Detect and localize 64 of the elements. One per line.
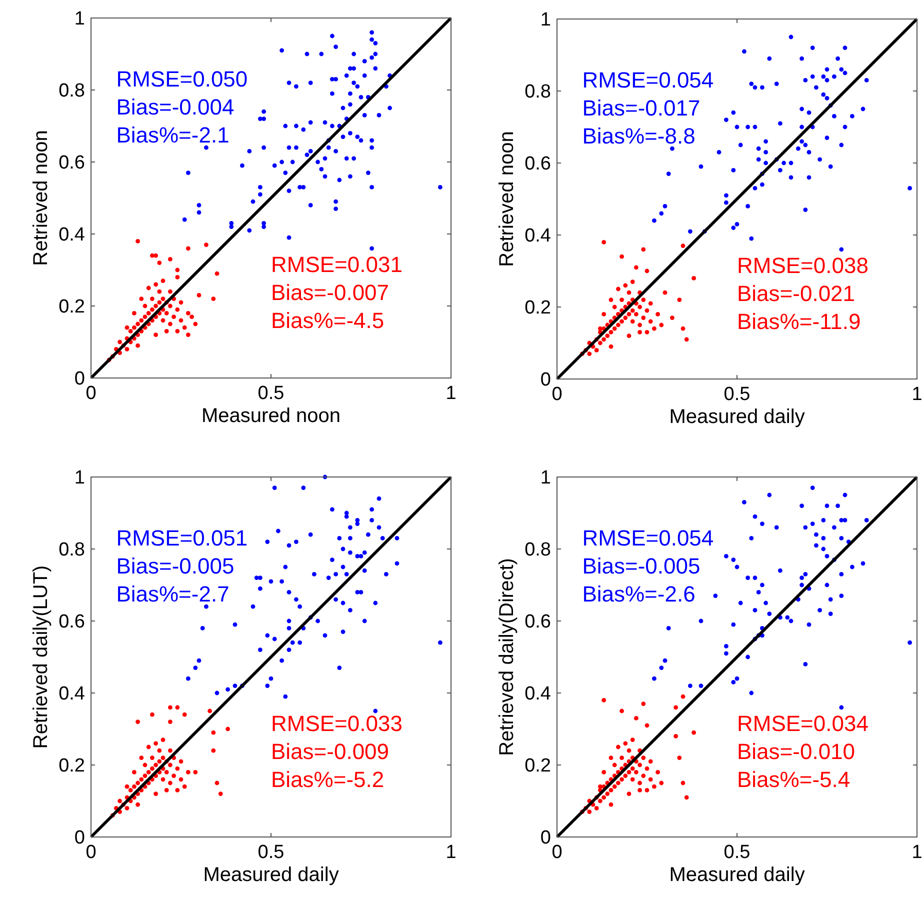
annotation: RMSE=0.054 (582, 67, 714, 92)
annotation: Bias=-0.021 (737, 280, 856, 306)
x-tick-label: 0.5 (724, 384, 750, 405)
y-tick-label: 1 (540, 468, 551, 489)
y-tick-label: 0.6 (524, 154, 551, 175)
annotation: Bias%=-5.4 (737, 766, 850, 792)
annotation: Bias=-0.010 (737, 738, 856, 764)
y-tick-label: 0.4 (524, 684, 552, 705)
y-tick-label: 0.4 (58, 224, 86, 246)
annotation: RMSE=0.031 (271, 252, 402, 277)
y-tick-label: 1 (74, 468, 85, 489)
annotation: RMSE=0.050 (116, 66, 248, 92)
annotation: Bias%=-5.2 (271, 766, 384, 792)
x-tick-label: 1 (446, 383, 456, 404)
y-axis-title: Retrieved noon (30, 130, 52, 266)
y-tick-label: 0.2 (524, 756, 551, 777)
y-tick-label: 0.6 (58, 152, 85, 174)
y-tick-label: 0 (540, 828, 551, 849)
x-tick-label: 1 (912, 384, 922, 405)
x-axis-title: Measured daily (669, 406, 805, 428)
annotation: Bias%=-11.9 (737, 308, 861, 334)
x-tick-label: 0.5 (724, 842, 750, 863)
annotation: Bias=-0.005 (116, 553, 234, 578)
y-tick-label: 0 (540, 370, 551, 391)
y-tick-label: 0.8 (524, 540, 551, 561)
y-tick-label: 0 (74, 368, 85, 390)
y-tick-label: 0.2 (524, 298, 551, 319)
annotation: Bias%=-4.5 (271, 308, 384, 333)
x-axis-title: Measured noon (202, 405, 340, 427)
annotation: Bias%=-2.6 (582, 581, 696, 606)
x-tick-label: 1 (912, 842, 922, 863)
x-tick-label: 1 (446, 842, 456, 863)
y-tick-label: 1 (540, 10, 551, 31)
annotation: RMSE=0.034 (737, 710, 868, 736)
annotation: RMSE=0.054 (582, 525, 714, 550)
x-tick-label: 0.5 (258, 842, 284, 863)
y-tick-label: 0.6 (524, 612, 551, 633)
y-tick-label: 0.6 (58, 612, 85, 633)
annotation: Bias%=-8.8 (582, 123, 696, 148)
y-tick-label: 0.8 (58, 540, 85, 561)
annotation: RMSE=0.051 (116, 525, 248, 550)
y-tick-label: 0 (74, 828, 85, 849)
y-axis-title: Retrieved noon (496, 131, 518, 267)
x-axis-title: Measured daily (669, 864, 805, 886)
y-tick-label: 0.2 (58, 296, 85, 318)
annotation: Bias=-0.007 (271, 280, 390, 305)
annotation: Bias%=-2.7 (116, 581, 230, 606)
y-tick-label: 0.4 (58, 684, 86, 705)
annotation: Bias=-0.017 (582, 95, 700, 120)
y-axis-title: Retrieved daily(Direct) (496, 558, 518, 756)
y-tick-label: 0.4 (524, 226, 552, 247)
annotation: Bias=-0.004 (116, 94, 234, 120)
x-axis-title: Measured daily (203, 864, 339, 886)
y-axis-title: Retrieved daily(LUT) (30, 565, 52, 749)
annotation: RMSE=0.038 (737, 252, 868, 278)
y-tick-label: 0.2 (58, 756, 85, 777)
annotation: Bias=-0.009 (271, 738, 390, 764)
annotation: Bias=-0.005 (582, 553, 700, 578)
x-tick-label: 0.5 (258, 383, 284, 404)
annotation: Bias%=-2.1 (116, 122, 230, 148)
y-tick-label: 1 (74, 8, 85, 30)
y-tick-label: 0.8 (58, 80, 85, 102)
y-tick-label: 0.8 (524, 82, 551, 103)
annotation: RMSE=0.033 (271, 710, 402, 736)
